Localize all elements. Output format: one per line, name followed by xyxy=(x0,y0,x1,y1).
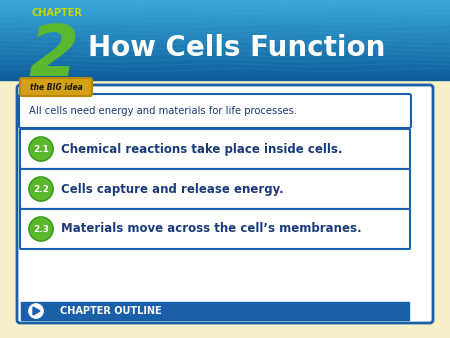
Bar xyxy=(0,2,450,4)
Text: Materials move across the cell’s membranes.: Materials move across the cell’s membran… xyxy=(61,222,362,236)
Text: the BIG idea: the BIG idea xyxy=(30,82,82,92)
Bar xyxy=(0,4,450,6)
Bar xyxy=(0,64,450,66)
Text: CHAPTER: CHAPTER xyxy=(32,8,83,18)
Bar xyxy=(0,70,450,72)
Bar xyxy=(0,30,450,32)
Bar xyxy=(0,76,450,78)
Bar xyxy=(0,38,450,40)
Bar xyxy=(0,60,450,62)
Bar xyxy=(0,34,450,36)
FancyBboxPatch shape xyxy=(20,169,410,209)
Bar xyxy=(0,74,450,76)
Text: Chemical reactions take place inside cells.: Chemical reactions take place inside cel… xyxy=(61,143,342,155)
FancyBboxPatch shape xyxy=(20,129,410,169)
Bar xyxy=(0,80,450,338)
Bar xyxy=(0,42,450,44)
FancyBboxPatch shape xyxy=(19,94,411,128)
Bar xyxy=(0,0,450,2)
Bar xyxy=(0,36,450,38)
Bar xyxy=(0,14,450,16)
Polygon shape xyxy=(33,307,40,315)
FancyBboxPatch shape xyxy=(20,78,92,96)
Bar xyxy=(0,54,450,56)
Bar xyxy=(0,68,450,70)
Text: 2.2: 2.2 xyxy=(33,185,49,193)
Bar xyxy=(0,52,450,54)
Bar xyxy=(0,56,450,58)
Bar xyxy=(0,28,450,30)
Bar xyxy=(0,72,450,74)
Text: Cells capture and release energy.: Cells capture and release energy. xyxy=(61,183,284,195)
Bar xyxy=(0,50,450,52)
Bar xyxy=(0,58,450,60)
Bar xyxy=(0,78,450,80)
Circle shape xyxy=(29,177,53,201)
Circle shape xyxy=(29,217,53,241)
Bar xyxy=(0,20,450,22)
Text: How Cells Function: How Cells Function xyxy=(88,34,385,62)
Bar xyxy=(0,44,450,46)
Circle shape xyxy=(29,137,53,161)
Bar xyxy=(0,6,450,8)
Bar xyxy=(0,8,450,10)
Bar xyxy=(0,10,450,12)
Circle shape xyxy=(29,304,43,318)
Bar xyxy=(0,48,450,50)
Bar xyxy=(21,302,409,320)
Text: 2.3: 2.3 xyxy=(33,224,49,234)
Text: CHAPTER OUTLINE: CHAPTER OUTLINE xyxy=(60,306,162,316)
Bar xyxy=(0,22,450,24)
Bar xyxy=(0,18,450,20)
Bar xyxy=(0,46,450,48)
Bar xyxy=(0,32,450,34)
Bar xyxy=(0,16,450,18)
Bar xyxy=(0,40,450,42)
Bar xyxy=(0,66,450,68)
Bar xyxy=(0,26,450,28)
FancyBboxPatch shape xyxy=(17,85,433,323)
Bar xyxy=(0,62,450,64)
Bar xyxy=(0,24,450,26)
Text: 2: 2 xyxy=(28,22,78,91)
FancyBboxPatch shape xyxy=(20,209,410,249)
Text: All cells need energy and materials for life processes.: All cells need energy and materials for … xyxy=(29,106,297,116)
Text: 2.1: 2.1 xyxy=(33,145,49,153)
Bar xyxy=(0,12,450,14)
